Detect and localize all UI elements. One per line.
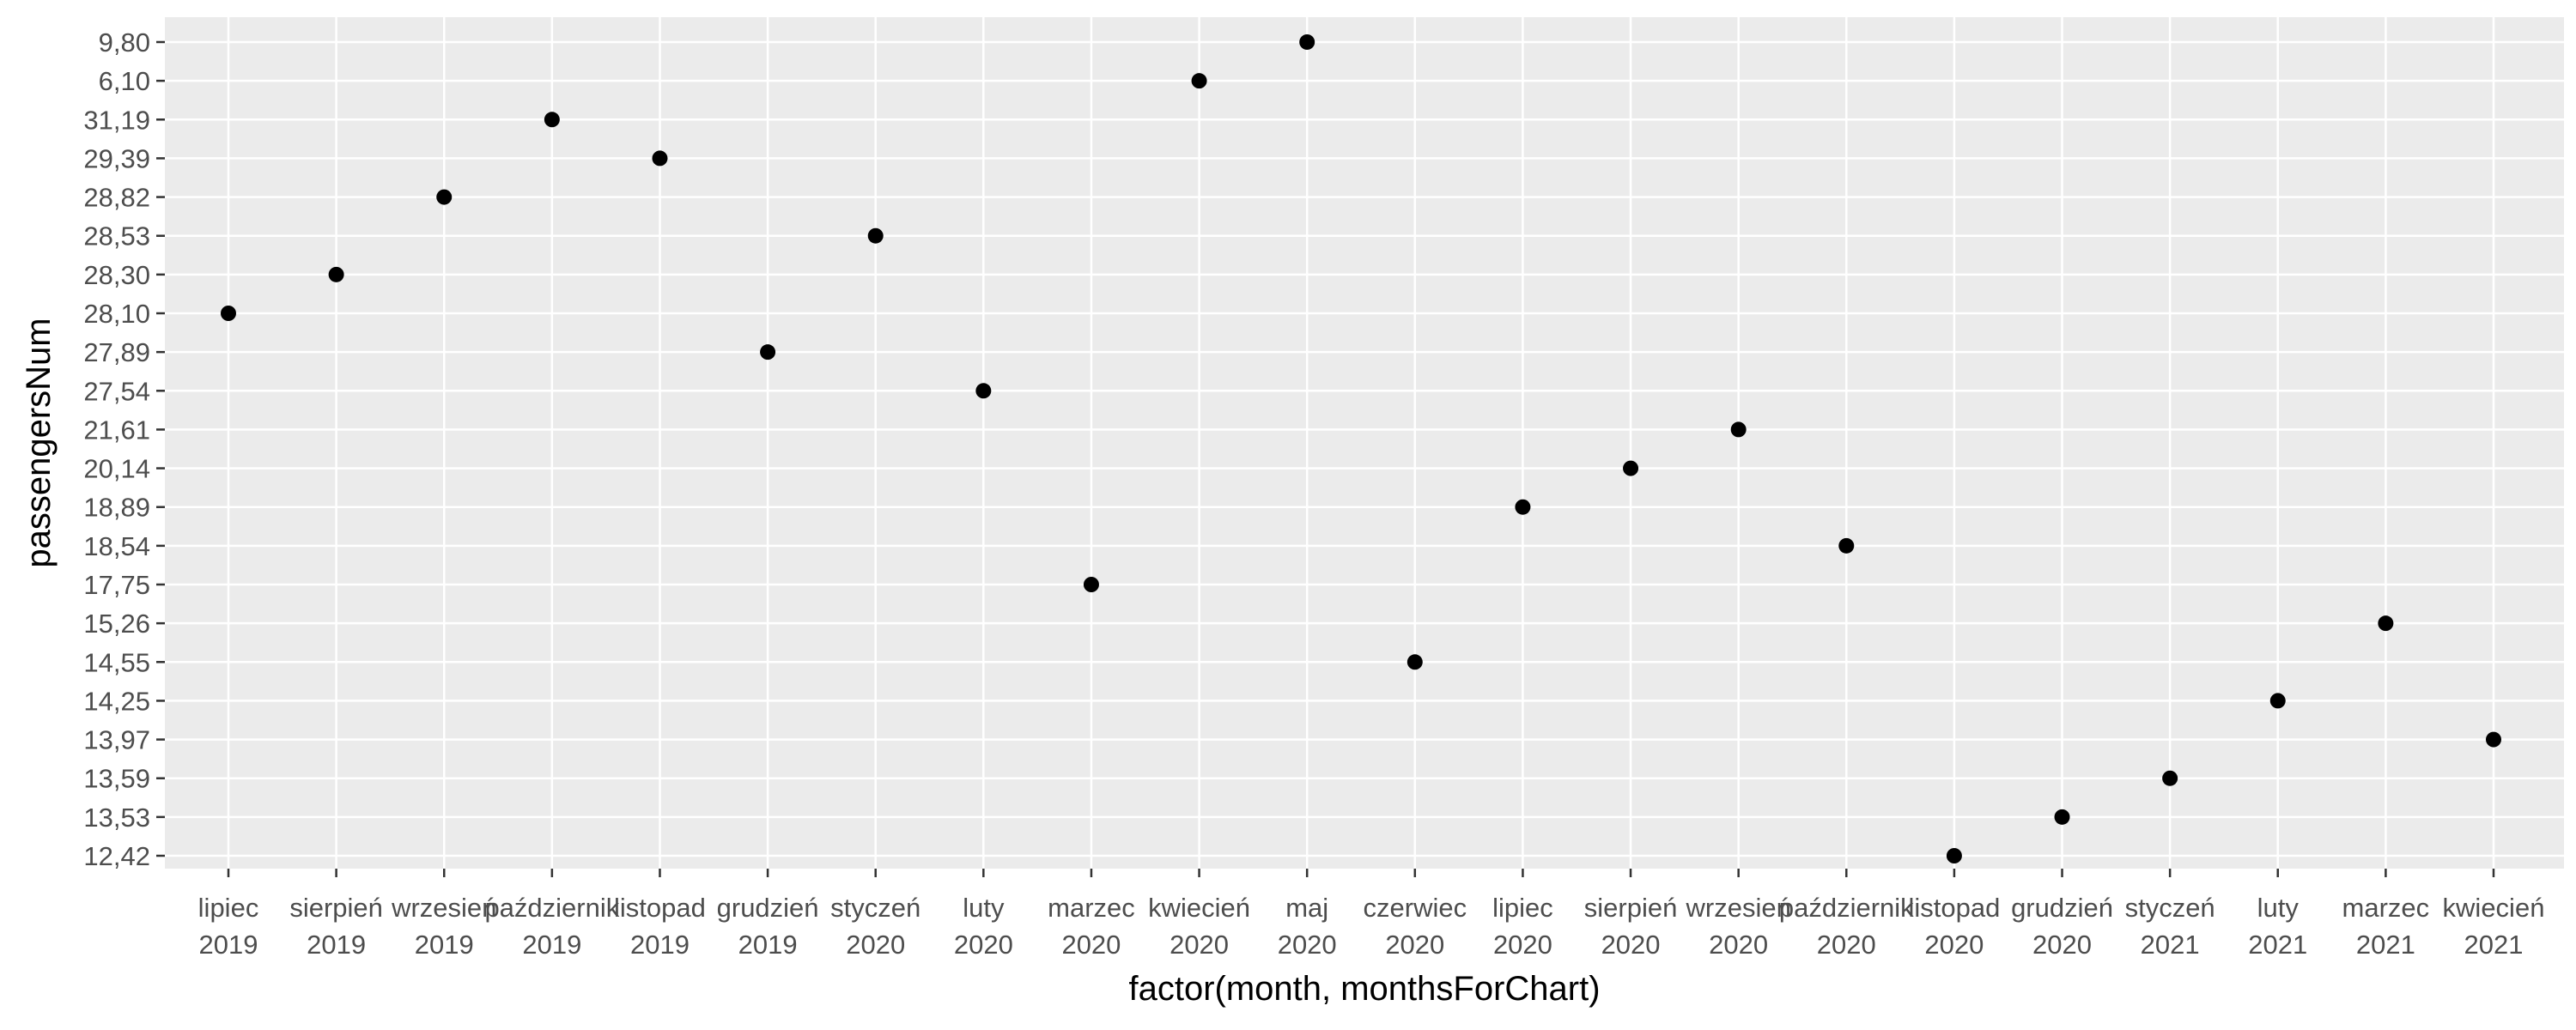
y-tick-label: 13,59 [83, 764, 150, 794]
x-tick-label-year: 2020 [1709, 930, 1768, 960]
y-tick-label: 6,10 [99, 66, 150, 96]
data-point [2269, 693, 2286, 709]
data-point [2378, 615, 2394, 632]
x-tick-label: kwiecień [1148, 893, 1250, 923]
x-tick-label-year: 2020 [1170, 930, 1229, 960]
data-point [652, 150, 668, 167]
y-tick-label: 13,53 [83, 803, 150, 833]
x-tick-label-year: 2019 [738, 930, 798, 960]
plot-panel [165, 17, 2564, 869]
y-tick-label: 14,25 [83, 686, 150, 716]
y-tick-label: 20,14 [83, 454, 150, 484]
data-point [2162, 770, 2178, 786]
y-tick-label: 9,80 [99, 27, 150, 58]
y-tick-label: 21,61 [83, 415, 150, 445]
x-tick-label-year: 2020 [1061, 930, 1121, 960]
y-tick-label: 28,10 [83, 299, 150, 329]
x-tick-label: kwiecień [2443, 893, 2545, 923]
x-tick-label: listopad [614, 893, 706, 923]
y-tick-label: 15,26 [83, 609, 150, 639]
y-tick-label: 18,89 [83, 493, 150, 523]
x-tick-label: luty [2257, 893, 2300, 923]
x-tick-label: styczeń [2125, 893, 2215, 923]
grid-lines [165, 17, 2564, 869]
data-point [975, 383, 992, 399]
x-axis-title: factor(month, monthsForChart) [1128, 970, 1600, 1008]
x-tick-label-year: 2021 [2141, 930, 2200, 960]
data-point [1730, 421, 1747, 438]
x-tick-label-year: 2020 [1924, 930, 1984, 960]
x-tick-label: sierpień [289, 893, 383, 923]
y-tick-label: 28,53 [83, 221, 150, 251]
data-point [1838, 537, 1855, 554]
x-tick-label: luty [963, 893, 1005, 923]
y-tick-label: 28,30 [83, 260, 150, 290]
x-tick-label-year: 2020 [954, 930, 1013, 960]
x-tick-label-year: 2019 [307, 930, 366, 960]
data-point [1191, 73, 1207, 89]
y-tick-label: 13,97 [83, 725, 150, 755]
x-tick-label: grudzień [2011, 893, 2113, 923]
data-point [221, 306, 236, 321]
data-point [544, 112, 560, 128]
data-point [1623, 460, 1639, 476]
x-tick-label-year: 2020 [1817, 930, 1876, 960]
x-tick-label: lipiec [198, 893, 259, 923]
data-point [2486, 731, 2501, 748]
axis-ticks [156, 40, 2495, 877]
data-point [2054, 809, 2070, 825]
data-point [436, 189, 453, 205]
x-tick-label-year: 2020 [1278, 930, 1337, 960]
x-tick-label-year: 2021 [2464, 930, 2524, 960]
x-tick-label: listopad [1908, 893, 2000, 923]
x-tick-label: grudzień [717, 893, 819, 923]
x-tick-label: marzec [2342, 893, 2430, 923]
x-tick-label: styczeń [830, 893, 920, 923]
x-tick-label: wrzesień [1686, 893, 1791, 923]
y-tick-label: 14,55 [83, 647, 150, 677]
x-tick-label-year: 2021 [2356, 930, 2415, 960]
y-tick-label: 31,19 [83, 105, 150, 135]
x-tick-label-year: 2019 [415, 930, 474, 960]
x-tick-label: sierpień [1584, 893, 1678, 923]
x-tick-label: wrzesień [391, 893, 496, 923]
x-tick-label-year: 2020 [1601, 930, 1661, 960]
y-tick-label: 17,75 [83, 570, 150, 600]
x-tick-label-year: 2019 [630, 930, 690, 960]
data-points [221, 34, 2501, 863]
x-tick-label: październik [484, 893, 619, 923]
y-tick-label: 29,39 [83, 143, 150, 173]
y-tick-label: 12,42 [83, 841, 150, 871]
x-tick-label-year: 2019 [522, 930, 581, 960]
data-point [867, 227, 884, 244]
x-tick-label: czerwiec [1364, 893, 1467, 923]
y-tick-label: 28,82 [83, 183, 150, 213]
data-point [1406, 654, 1423, 670]
x-tick-label-year: 2020 [1385, 930, 1444, 960]
data-point [760, 344, 776, 360]
data-point [328, 266, 344, 282]
y-tick-labels: 12,42 13,53 13,59 13,97 14,25 14,55 15,26 17,75… [83, 27, 150, 871]
data-point [1515, 499, 1531, 515]
y-tick-label: 27,54 [83, 376, 150, 406]
x-tick-label: maj [1285, 893, 1328, 923]
y-tick-label: 27,89 [83, 337, 150, 367]
data-point [1083, 577, 1099, 592]
x-tick-label-year: 2020 [846, 930, 905, 960]
data-point [1946, 848, 1962, 863]
x-tick-label-year: 2021 [2248, 930, 2307, 960]
x-tick-label: październik [1779, 893, 1914, 923]
data-point [1299, 34, 1315, 50]
x-tick-label-year: 2019 [199, 930, 258, 960]
x-tick-label-year: 2020 [2032, 930, 2092, 960]
x-tick-label-year: 2020 [1493, 930, 1552, 960]
y-tick-label: 18,54 [83, 531, 150, 561]
y-axis-title: passengersNum [20, 318, 58, 567]
x-tick-label: lipiec [1492, 893, 1553, 923]
x-tick-label: marzec [1048, 893, 1135, 923]
x-tick-labels: lipiec 2019 sierpień 2019 wrzesień 2019 paździ… [198, 893, 2545, 960]
